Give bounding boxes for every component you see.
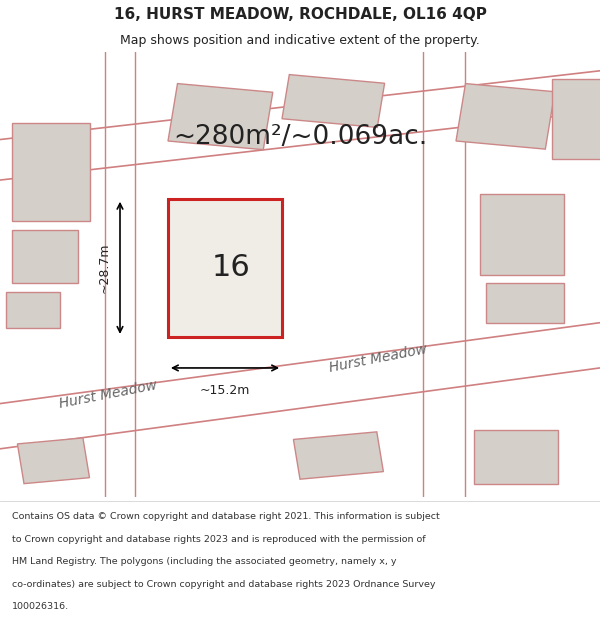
Text: HM Land Registry. The polygons (including the associated geometry, namely x, y: HM Land Registry. The polygons (includin…: [12, 557, 397, 566]
Text: Hurst Meadow: Hurst Meadow: [328, 342, 428, 376]
Bar: [552, 79, 600, 159]
Text: Hurst Meadow: Hurst Meadow: [58, 378, 158, 411]
Text: 16, HURST MEADOW, ROCHDALE, OL16 4QP: 16, HURST MEADOW, ROCHDALE, OL16 4QP: [113, 7, 487, 22]
Text: 16: 16: [211, 253, 250, 282]
Bar: [12, 230, 78, 283]
Text: ~280m²/~0.069ac.: ~280m²/~0.069ac.: [173, 124, 427, 149]
Bar: [486, 283, 564, 324]
Text: co-ordinates) are subject to Crown copyright and database rights 2023 Ordnance S: co-ordinates) are subject to Crown copyr…: [12, 579, 436, 589]
Polygon shape: [105, 30, 135, 519]
Polygon shape: [0, 68, 600, 183]
Bar: [456, 84, 555, 149]
Text: 100026316.: 100026316.: [12, 602, 69, 611]
Text: Contains OS data © Crown copyright and database right 2021. This information is : Contains OS data © Crown copyright and d…: [12, 512, 440, 521]
Text: Map shows position and indicative extent of the property.: Map shows position and indicative extent…: [120, 34, 480, 47]
Bar: [17, 438, 89, 484]
Polygon shape: [0, 319, 600, 452]
Polygon shape: [423, 30, 465, 519]
Bar: [12, 123, 90, 221]
Bar: [480, 194, 564, 274]
Text: ~15.2m: ~15.2m: [200, 384, 250, 396]
Bar: [293, 432, 383, 479]
Bar: [168, 199, 282, 337]
Text: to Crown copyright and database rights 2023 and is reproduced with the permissio: to Crown copyright and database rights 2…: [12, 535, 425, 544]
Bar: [168, 84, 273, 149]
Bar: [474, 430, 558, 484]
Bar: [282, 74, 385, 128]
Bar: [6, 292, 60, 328]
Text: ~28.7m: ~28.7m: [98, 242, 111, 293]
